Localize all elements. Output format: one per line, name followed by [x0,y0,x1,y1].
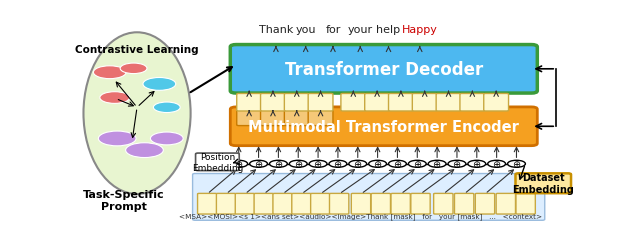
Text: $\oplus$: $\oplus$ [294,159,303,170]
Text: Dataset
Embedding: Dataset Embedding [513,173,574,194]
Text: Contrastive Learning: Contrastive Learning [76,45,199,55]
Circle shape [448,161,466,168]
FancyBboxPatch shape [330,194,349,214]
Text: $\oplus$: $\oplus$ [413,159,422,170]
FancyBboxPatch shape [436,94,461,112]
FancyBboxPatch shape [254,194,273,214]
FancyBboxPatch shape [391,194,410,214]
Text: $\oplus$: $\oplus$ [353,159,362,170]
FancyBboxPatch shape [460,94,484,112]
Text: help: help [376,25,401,35]
Ellipse shape [83,33,191,194]
FancyBboxPatch shape [237,111,262,126]
FancyBboxPatch shape [341,94,365,112]
FancyBboxPatch shape [454,194,474,214]
Circle shape [230,161,248,168]
Circle shape [93,67,126,79]
Text: Task-Specific
Prompt: Task-Specific Prompt [83,189,164,211]
FancyBboxPatch shape [292,194,311,214]
Text: <MSA><MOSI><s 1><ans set><audio><image>Thank [mask]   for   your [mask]   ...   : <MSA><MOSI><s 1><ans set><audio><image>T… [179,212,542,219]
FancyBboxPatch shape [237,94,262,112]
Text: $\oplus$: $\oplus$ [472,159,481,170]
Circle shape [408,161,426,168]
Text: $\oplus$: $\oplus$ [254,159,263,170]
Text: $\oplus$: $\oplus$ [452,159,461,170]
FancyBboxPatch shape [365,94,390,112]
Circle shape [329,161,347,168]
Circle shape [250,161,268,168]
FancyBboxPatch shape [236,194,255,214]
Text: $\oplus$: $\oplus$ [314,159,323,170]
FancyBboxPatch shape [351,194,371,214]
Circle shape [369,161,387,168]
FancyBboxPatch shape [496,194,515,214]
Circle shape [349,161,367,168]
Circle shape [289,161,307,168]
FancyBboxPatch shape [516,194,535,214]
Circle shape [508,161,525,168]
FancyBboxPatch shape [230,107,538,146]
FancyBboxPatch shape [198,194,217,214]
Circle shape [150,133,183,145]
FancyBboxPatch shape [411,194,430,214]
FancyBboxPatch shape [284,111,309,126]
FancyBboxPatch shape [412,94,437,112]
Circle shape [309,161,327,168]
Text: you: you [296,25,316,35]
Text: $\oplus$: $\oplus$ [274,159,283,170]
Circle shape [100,92,129,104]
Text: Transformer Decoder: Transformer Decoder [285,60,483,78]
Text: your: your [348,25,373,35]
Text: $\oplus$: $\oplus$ [234,159,243,170]
Text: $\oplus$: $\oplus$ [373,159,382,170]
Text: Multimodal Transformer Encoder: Multimodal Transformer Encoder [248,119,519,134]
FancyBboxPatch shape [230,45,538,94]
Text: for: for [325,25,340,35]
Circle shape [269,161,287,168]
Circle shape [388,161,406,168]
Circle shape [154,103,180,113]
FancyBboxPatch shape [308,111,333,126]
FancyBboxPatch shape [273,194,292,214]
FancyBboxPatch shape [260,94,285,112]
Circle shape [143,78,176,91]
FancyBboxPatch shape [260,111,285,126]
FancyBboxPatch shape [388,94,413,112]
FancyBboxPatch shape [193,174,545,220]
FancyBboxPatch shape [484,94,509,112]
FancyBboxPatch shape [476,194,495,214]
Circle shape [468,161,486,168]
Text: Thank: Thank [259,25,293,35]
FancyBboxPatch shape [310,194,330,214]
Text: $\oplus$: $\oplus$ [333,159,342,170]
FancyBboxPatch shape [196,153,239,171]
FancyBboxPatch shape [515,174,571,194]
Text: $\oplus$: $\oplus$ [393,159,402,170]
FancyBboxPatch shape [371,194,390,214]
FancyBboxPatch shape [308,94,333,112]
FancyBboxPatch shape [434,194,453,214]
Text: Position
Embedding: Position Embedding [192,152,243,172]
Text: $\oplus$: $\oplus$ [492,159,501,170]
FancyBboxPatch shape [284,94,309,112]
Circle shape [488,161,506,168]
FancyBboxPatch shape [216,194,236,214]
Circle shape [428,161,446,168]
Text: $\oplus$: $\oplus$ [433,159,442,170]
Text: Happy: Happy [402,25,438,35]
Circle shape [125,143,163,158]
Text: $\oplus$: $\oplus$ [512,159,521,170]
Circle shape [120,64,147,74]
Circle shape [99,132,136,146]
